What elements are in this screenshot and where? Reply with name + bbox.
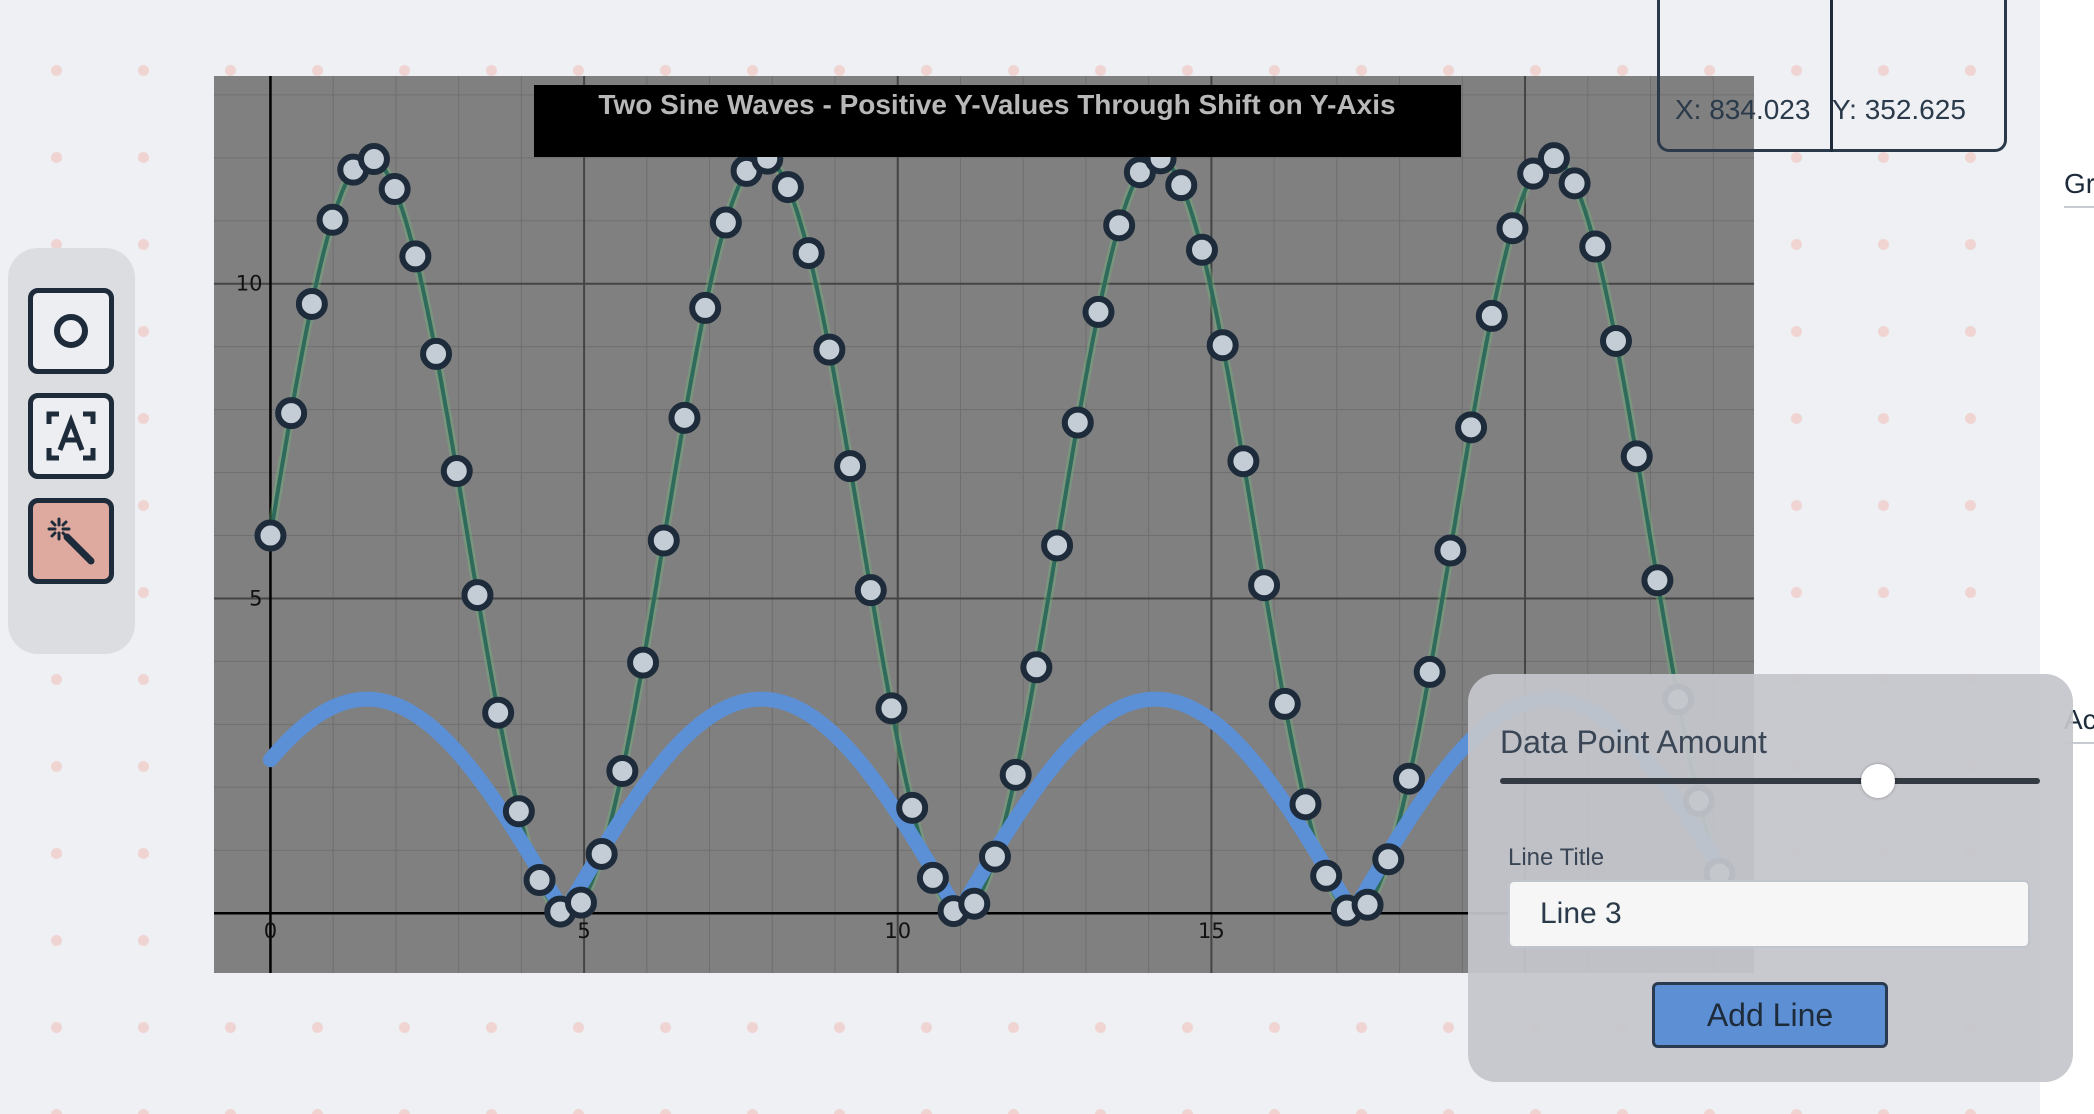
series-1-data-point[interactable] [999,758,1032,791]
series-1-data-point[interactable] [502,795,535,828]
magic-wand-icon [47,517,95,565]
right-panel-label-top[interactable]: Gr [2064,168,2094,208]
series-1-data-point[interactable] [813,333,846,366]
series-1-data-point[interactable] [378,173,411,206]
series-1-data-point[interactable] [1392,762,1425,795]
add-line-panel: Data Point Amount Line Title Add Line [1468,674,2073,1082]
series-1-data-point[interactable] [689,291,722,324]
series-1-data-point[interactable] [1020,651,1053,684]
series-1-data-point[interactable] [1061,406,1094,439]
series-1-data-point[interactable] [834,450,867,483]
coordinate-crosshair [1830,0,1833,152]
coord-x-text: X: 834.023 [1675,94,1811,125]
series-1-data-point[interactable] [585,837,618,870]
x-tick-label: 0 [264,919,277,943]
series-1-data-point[interactable] [709,206,742,239]
magic-wand-tool-button[interactable] [28,498,114,584]
series-1-data-point[interactable] [1641,564,1674,597]
series-1-data-point[interactable] [316,203,349,236]
slider-thumb[interactable] [1861,764,1895,798]
series-1-data-point[interactable] [295,287,328,320]
line-title-input[interactable] [1508,880,2030,948]
series-1-data-point[interactable] [564,886,597,919]
text-tool-button[interactable] [28,393,114,479]
series-1-data-point[interactable] [1227,445,1260,478]
series-1-data-point[interactable] [978,840,1011,873]
series-1-data-point[interactable] [357,143,390,176]
data-point-amount-label: Data Point Amount [1500,724,1767,760]
series-1-data-point[interactable] [1289,788,1322,821]
series-1-data-point[interactable] [647,524,680,557]
series-1-data-point[interactable] [854,574,887,607]
series-1-data-point[interactable] [1268,687,1301,720]
series-1-data-point[interactable] [1310,859,1343,892]
series-1-data-point[interactable] [1620,440,1653,473]
add-line-button[interactable]: Add Line [1652,982,1888,1048]
series-1-data-point[interactable] [1558,167,1591,200]
text-frame-icon [46,411,96,461]
series-1-data-point[interactable] [1165,169,1198,202]
series-1-data-point[interactable] [1496,212,1529,245]
coord-y-text: Y: 352.625 [1832,94,1966,125]
line-title-label: Line Title [1508,844,1605,871]
series-1-data-point[interactable] [606,754,639,787]
x-tick-label: 15 [1198,919,1225,943]
circle-icon [54,314,88,348]
series-1-data-point[interactable] [1185,233,1218,266]
series-1-data-point[interactable] [254,519,287,552]
series-1-data-point[interactable] [1351,888,1384,921]
series-1-data-point[interactable] [1475,299,1508,332]
series-1-data-point[interactable] [1579,230,1612,263]
series-1-data-point[interactable] [1537,142,1570,175]
series-1-data-point[interactable] [1248,569,1281,602]
series-1-data-point[interactable] [1413,655,1446,688]
chart-tick-labels: 0 5 10 15 5 10 [236,272,1225,943]
series-1-data-point[interactable] [523,864,556,897]
series-1-data-point[interactable] [1434,534,1467,567]
series-1-data-point[interactable] [1206,329,1239,362]
series-1-data-point[interactable] [275,397,308,430]
series-1-data-point[interactable] [896,791,929,824]
chart-title-box: Two Sine Waves - Positive Y-Values Throu… [534,85,1461,157]
series-1-data-point[interactable] [1103,209,1136,242]
series-1-data-point[interactable] [1517,157,1550,190]
series-1-data-point[interactable] [771,171,804,204]
series-1-data-point[interactable] [482,696,515,729]
data-point-amount-slider[interactable] [1500,764,2040,798]
series-1-data-point[interactable] [420,337,453,370]
series-1-data-point[interactable] [1372,843,1405,876]
series-1-data-point[interactable] [461,579,494,612]
series-1-data-point[interactable] [1082,295,1115,328]
series-1-data-point[interactable] [916,861,949,894]
y-tick-label: 10 [236,272,263,296]
series-1-data-point[interactable] [1599,324,1632,357]
series-1-data-point[interactable] [958,887,991,920]
circle-tool-button[interactable] [28,288,114,374]
x-tick-label: 5 [577,919,590,943]
x-tick-label: 10 [884,919,911,943]
series-1-data-point[interactable] [792,237,825,270]
series-1-data-point[interactable] [440,455,473,488]
tool-palette [8,248,135,654]
series-1-data-point[interactable] [1455,411,1488,444]
series-1-data-point[interactable] [627,646,660,679]
series-1-data-point[interactable] [1041,529,1074,562]
series-1-data-point[interactable] [668,401,701,434]
chart-title: Two Sine Waves - Positive Y-Values Throu… [598,89,1395,120]
series-1-data-point[interactable] [399,240,432,273]
series-1-data-point[interactable] [875,692,908,725]
y-tick-label: 5 [249,586,262,610]
chart-series-layer[interactable] [254,142,1746,928]
